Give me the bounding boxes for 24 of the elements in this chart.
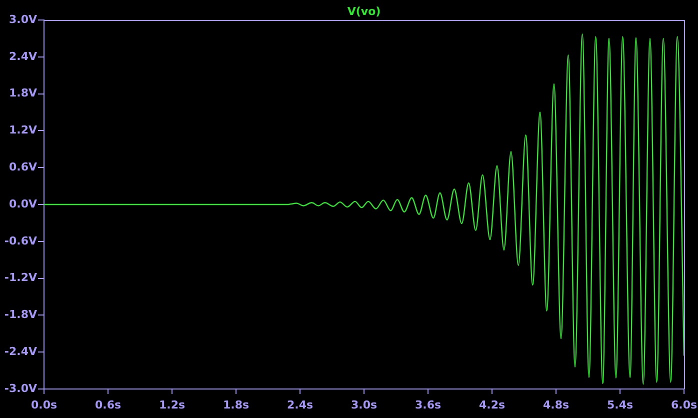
y-tick-label: -3.0V bbox=[4, 382, 38, 395]
x-tick-label: 0.6s bbox=[94, 398, 122, 412]
text: V(vo) bbox=[347, 4, 381, 18]
y-tick-label: 0.0V bbox=[9, 197, 38, 210]
y-tick-label: 0.6V bbox=[9, 160, 38, 174]
y-tick-label: 1.8V bbox=[9, 86, 38, 100]
x-tick-label: 6.0s bbox=[670, 398, 698, 412]
y-tick-label: -2.4V bbox=[4, 344, 38, 358]
x-tick-label: 1.2s bbox=[158, 398, 186, 412]
y-tick-label: 1.2V bbox=[9, 124, 38, 137]
x-tick-label: 2.4s bbox=[286, 398, 314, 412]
x-tick-label: 3.0s bbox=[350, 398, 378, 412]
y-tick-label: -1.2V bbox=[4, 271, 38, 284]
x-tick-label: 4.8s bbox=[542, 398, 570, 412]
y-tick-label: 3.0V bbox=[9, 12, 38, 26]
line-series bbox=[44, 34, 684, 385]
x-tick-label: 5.4s bbox=[606, 398, 634, 412]
x-tick-label: 0.0s bbox=[30, 398, 58, 412]
y-tick-label: 2.4V bbox=[9, 50, 38, 63]
x-tick-label: 3.6s bbox=[414, 398, 442, 412]
y-tick-label: -1.8V bbox=[4, 308, 38, 322]
x-tick-label: 1.8s bbox=[222, 398, 250, 412]
y-tick-label: -0.6V bbox=[4, 234, 38, 248]
x-tick-label: 4.2s bbox=[478, 398, 506, 412]
